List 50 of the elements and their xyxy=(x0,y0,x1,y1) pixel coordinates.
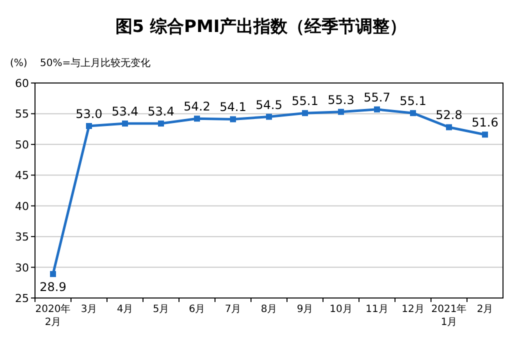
x-tick-label: 2020年 2月 xyxy=(35,303,71,328)
point xyxy=(302,110,308,116)
x-tick-label: 12月 xyxy=(402,304,424,315)
data-label: 55.1 xyxy=(400,94,426,108)
data-label: 55.3 xyxy=(328,92,354,107)
point xyxy=(338,108,344,115)
x-tick-label: 5月 xyxy=(152,304,170,315)
data-label: 53.4 xyxy=(148,104,174,119)
data-label: 53.4 xyxy=(112,104,138,119)
y-tick-label: 40 xyxy=(15,200,29,213)
x-tick-label: 11月 xyxy=(366,304,388,315)
data-label: 55.7 xyxy=(364,90,390,104)
data-label: 54.2 xyxy=(184,100,210,114)
data-label: 54.1 xyxy=(220,100,246,114)
x-tick-label: 8月 xyxy=(260,304,278,315)
point xyxy=(158,120,164,127)
text: 50%=与上月比较无变化 xyxy=(40,57,151,69)
x-tick-label: 6月 xyxy=(188,304,206,315)
data-label: 51.6 xyxy=(472,116,498,130)
y-axis-title: (%) xyxy=(10,58,28,69)
chart-title: 图5 综合PMI产出指数（经季节调整） xyxy=(115,17,407,37)
y-tick-label: 30 xyxy=(15,261,29,274)
x-tick-label: 3月 xyxy=(80,304,98,315)
x-tick-label: 4月 xyxy=(116,304,134,315)
point xyxy=(122,120,128,127)
y-tick-label: 50 xyxy=(15,138,29,152)
point xyxy=(50,271,56,278)
point xyxy=(446,124,452,130)
point xyxy=(266,114,272,120)
data-label: 53.0 xyxy=(76,107,102,121)
data-label: 54.5 xyxy=(256,98,282,112)
point xyxy=(410,110,416,116)
x-tick-label: 10月 xyxy=(330,304,352,315)
x-tick-label: 2月 xyxy=(476,304,494,315)
data-label: 52.8 xyxy=(436,108,462,122)
point xyxy=(482,132,488,138)
y-tick-label: 25 xyxy=(15,292,29,305)
data-label: 55.1 xyxy=(292,94,318,108)
x-tick-label: 2021年 1月 xyxy=(431,303,467,328)
point xyxy=(230,116,236,122)
data-label: 28.9 xyxy=(40,280,66,294)
y-tick-label: 55 xyxy=(15,108,29,121)
x-tick-label: 9月 xyxy=(296,304,314,315)
y-tick-label: 45 xyxy=(15,169,29,182)
y-tick-label: 35 xyxy=(15,230,29,244)
point xyxy=(374,106,380,112)
y-tick-label: 60 xyxy=(15,77,29,90)
x-tick-label: 7月 xyxy=(224,304,242,315)
point xyxy=(86,123,92,129)
point xyxy=(194,116,200,122)
